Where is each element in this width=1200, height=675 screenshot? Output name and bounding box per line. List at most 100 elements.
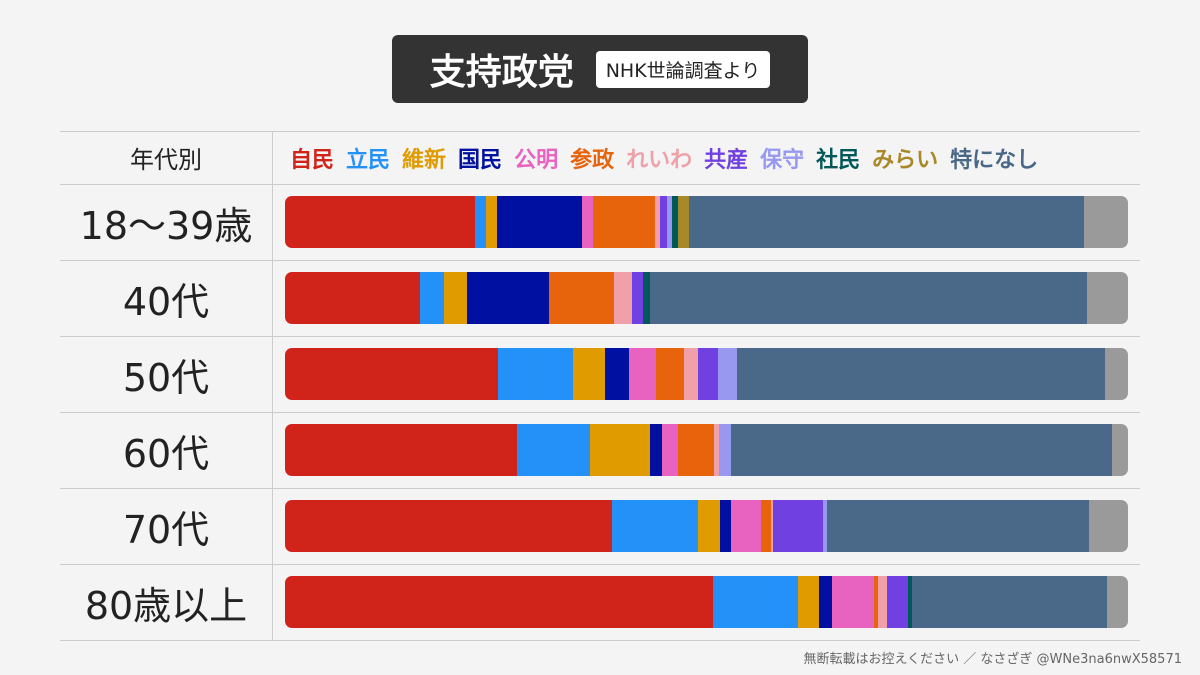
header-label: 年代別 — [130, 146, 202, 174]
footer-credit: 無断転載はお控えください ／ なさざぎ @WNe3na6nwX58571 — [803, 652, 1182, 667]
bar-segment — [688, 196, 1085, 248]
bar-segment — [443, 272, 468, 324]
bar-segment — [285, 500, 613, 552]
bar-segment — [698, 500, 720, 552]
category-label: 50代 — [122, 355, 210, 400]
legend-entry: 自民 — [290, 147, 335, 173]
bar-segment — [420, 272, 444, 324]
bar-segment — [887, 576, 909, 628]
bar-segment — [677, 196, 689, 248]
bar-segment — [912, 576, 1107, 628]
bar-segment — [717, 348, 738, 400]
bar-segment — [285, 576, 713, 628]
bar-segment — [822, 500, 827, 552]
row-divider — [60, 564, 1140, 565]
bar-segment — [873, 576, 878, 628]
bar-segment — [474, 196, 487, 248]
bar-segment — [656, 348, 685, 400]
legend-entry: 維新 — [402, 147, 447, 173]
legend-entry: 国民 — [458, 147, 503, 173]
bar-segment — [285, 272, 421, 324]
bar-segment — [719, 424, 731, 476]
bar-segment — [661, 424, 678, 476]
legend-entry: れいわ — [626, 147, 693, 173]
bar-segment — [698, 348, 718, 400]
bar-segment — [516, 424, 591, 476]
bar-segment — [712, 576, 798, 628]
bar-segment — [671, 196, 678, 248]
bar-segment — [632, 272, 644, 324]
bar-segment — [684, 348, 699, 400]
legend-entry: 特になし — [950, 147, 1039, 173]
category-label: 40代 — [122, 279, 210, 324]
category-label: 18〜39歳 — [79, 203, 253, 248]
legend-entry: 立民 — [346, 147, 391, 173]
bar-segment — [655, 196, 661, 248]
legend-entry: 参政 — [570, 147, 615, 173]
bar-segment — [649, 272, 1087, 324]
bar-segment — [581, 196, 593, 248]
title-box: 支持政党 NHK世論調査より — [392, 35, 808, 103]
stacked-bar — [285, 576, 1128, 628]
bar-segment — [614, 272, 633, 324]
bar-segment — [831, 576, 874, 628]
bar-segment — [714, 424, 720, 476]
row-divider — [60, 412, 1140, 413]
bar-segment — [719, 500, 731, 552]
row-divider — [60, 131, 1140, 132]
category-label: 60代 — [122, 431, 210, 476]
bar-segment — [761, 500, 772, 552]
bar-segment — [908, 576, 913, 628]
stacked-bar — [285, 424, 1128, 476]
legend-entry: 保守 — [760, 147, 805, 173]
bar-segment — [496, 196, 582, 248]
bar-segment — [592, 196, 656, 248]
bar-segment — [660, 196, 667, 248]
bar-segment — [628, 348, 657, 400]
bar-segment — [1089, 500, 1128, 552]
row-divider — [60, 184, 1140, 185]
bar-segment — [285, 348, 499, 400]
category-label: 70代 — [122, 507, 210, 552]
bar-segment — [1105, 348, 1128, 400]
bar-segment — [486, 196, 497, 248]
bar-segment — [666, 196, 672, 248]
bar-segment — [877, 576, 888, 628]
category-label: 80歳以上 — [84, 583, 248, 628]
row-divider — [60, 640, 1140, 641]
legend-entry: 社民 — [816, 147, 861, 173]
row-divider — [60, 336, 1140, 337]
bar-segment — [797, 576, 819, 628]
bar-segment — [612, 500, 699, 552]
bar-segment — [549, 272, 615, 324]
bar-segment — [1106, 576, 1128, 628]
bar-segment — [818, 576, 832, 628]
legend-entry: 公明 — [514, 147, 559, 173]
bar-segment — [773, 500, 823, 552]
stacked-bar — [285, 272, 1128, 324]
bar-segment — [285, 424, 517, 476]
row-divider — [60, 260, 1140, 261]
bar-segment — [1084, 196, 1128, 248]
source-badge: NHK世論調査より — [595, 50, 771, 88]
bar-segment — [649, 424, 662, 476]
bar-segment — [467, 272, 550, 324]
bar-segment — [643, 272, 650, 324]
chart-title: 支持政党 — [429, 52, 574, 93]
bar-segment — [737, 348, 1106, 400]
bar-segment — [605, 348, 629, 400]
bar-segment — [573, 348, 605, 400]
legend: 自民 立民 維新 国民 公明 参政 れいわ 共産 保守 社民 みらい 特になし — [290, 131, 1038, 184]
column-divider — [272, 131, 273, 640]
bar-segment — [771, 500, 774, 552]
stacked-bar — [285, 348, 1128, 400]
stacked-bar — [285, 196, 1128, 248]
legend-entry: 共産 — [704, 147, 749, 173]
bar-segment — [590, 424, 650, 476]
bar-segment — [826, 500, 1090, 552]
bar-segment — [285, 196, 475, 248]
stacked-bar — [285, 500, 1128, 552]
bar-segment — [730, 500, 762, 552]
legend-entry: みらい — [872, 147, 939, 173]
bar-segment — [1111, 424, 1128, 476]
